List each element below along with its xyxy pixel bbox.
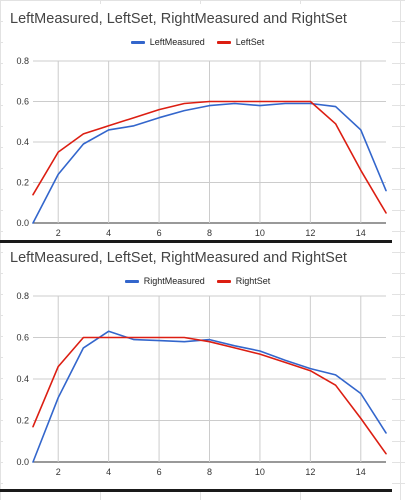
- chart-legend: LeftMeasured LeftSet: [3, 37, 392, 47]
- chart-divider: [0, 240, 392, 243]
- x-tick-label: 12: [305, 228, 315, 238]
- y-tick-label: 0.4: [16, 374, 29, 384]
- plot-area: 0.0 0.2 0.4 0.6 0.8 2 4 6 8 10 12 14: [16, 291, 387, 477]
- x-tick-label: 10: [255, 467, 265, 477]
- legend-label-left-set: LeftSet: [235, 37, 265, 47]
- series-line-rightmeasured: [32, 330, 387, 463]
- chart-title: LeftMeasured, LeftSet, RightMeasured and…: [10, 250, 347, 266]
- legend-item-right-set: RightSet: [216, 276, 271, 286]
- x-tick-label: 4: [106, 228, 111, 238]
- chart-title: LeftMeasured, LeftSet, RightMeasured and…: [10, 11, 347, 27]
- x-tick-label: 4: [106, 467, 111, 477]
- legend-item-left-measured: LeftMeasured: [130, 37, 205, 47]
- y-tick-label: 0.8: [16, 291, 29, 301]
- x-tick-label: 12: [305, 467, 315, 477]
- x-tick-label: 10: [255, 228, 265, 238]
- chart-left[interactable]: LeftMeasured, LeftSet, RightMeasured and…: [3, 4, 392, 240]
- x-tick-label: 14: [356, 228, 366, 238]
- legend-swatch-left-measured: [130, 40, 145, 44]
- legend-label-right-set: RightSet: [235, 276, 271, 286]
- legend-label-right-measured: RightMeasured: [143, 276, 205, 286]
- x-tick-label: 2: [56, 467, 61, 477]
- chart-legend: RightMeasured RightSet: [3, 276, 392, 286]
- y-tick-label: 0.2: [16, 416, 29, 426]
- x-tick-label: 6: [157, 228, 162, 238]
- series-line-leftset: [32, 100, 387, 214]
- x-tick-label: 8: [207, 228, 212, 238]
- x-tick-label: 14: [356, 467, 366, 477]
- y-tick-label: 0.0: [16, 218, 29, 228]
- y-tick-label: 0.4: [16, 137, 29, 147]
- legend-swatch-left-set: [216, 40, 231, 44]
- y-tick-label: 0.0: [16, 457, 29, 467]
- series-line-leftmeasured: [32, 102, 387, 224]
- legend-swatch-right-set: [216, 279, 231, 283]
- y-tick-label: 0.8: [16, 56, 29, 66]
- plot-area: 0.0 0.2 0.4 0.6 0.8 2 4 6 8 10 12 14: [16, 56, 387, 238]
- legend-item-right-measured: RightMeasured: [124, 276, 205, 286]
- x-tick-label: 2: [56, 228, 61, 238]
- y-tick-label: 0.6: [16, 97, 29, 107]
- x-tick-label: 6: [157, 467, 162, 477]
- y-tick-label: 0.6: [16, 333, 29, 343]
- legend-swatch-right-measured: [124, 279, 139, 283]
- x-tick-label: 8: [207, 467, 212, 477]
- chart-right[interactable]: LeftMeasured, LeftSet, RightMeasured and…: [3, 243, 392, 489]
- series-line-rightset: [32, 336, 387, 455]
- y-tick-label: 0.2: [16, 178, 29, 188]
- legend-label-left-measured: LeftMeasured: [149, 37, 205, 47]
- chart-bottom-border: [0, 489, 392, 492]
- legend-item-left-set: LeftSet: [216, 37, 265, 47]
